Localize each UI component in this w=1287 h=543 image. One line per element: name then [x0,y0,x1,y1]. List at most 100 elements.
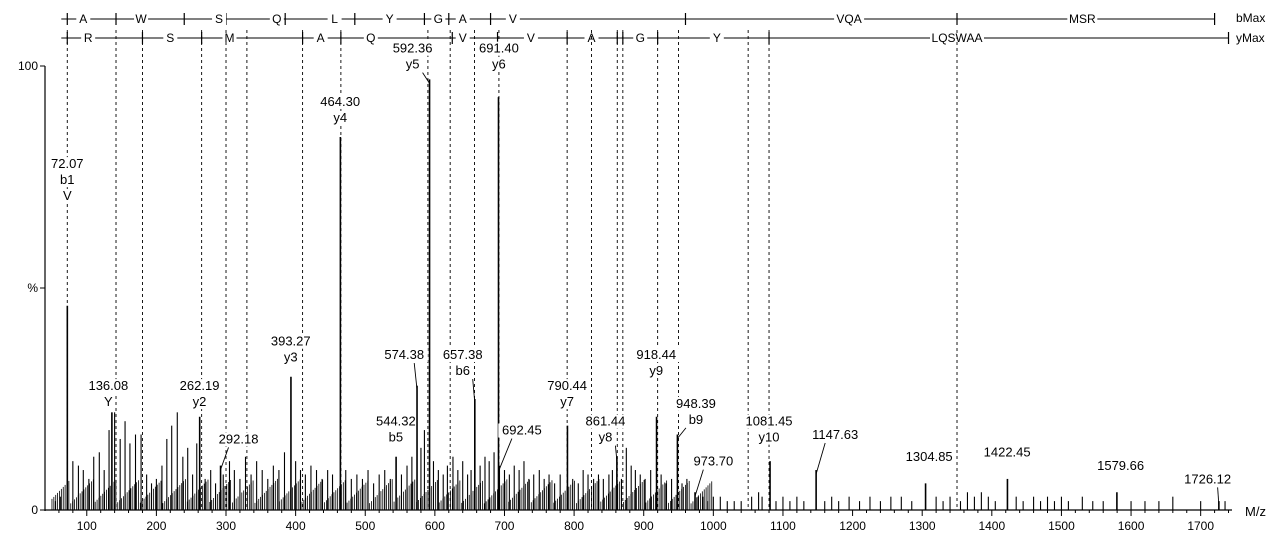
peak-label-bg [453,364,472,379]
peak-label-bg [489,57,509,72]
peak-leader [413,362,418,390]
peak-leader [422,72,430,84]
ladder-label-bg [455,12,470,25]
peak-label-bg [102,395,114,410]
ladder-label-bg [134,12,149,25]
ladder-label-bg [505,12,520,25]
ladder-residue: VQA [836,12,861,26]
ladder-residue: M [224,31,234,45]
ladder-label-bg [1067,12,1098,25]
peak-leader [498,438,513,470]
peak-label: 574.38 [384,347,424,362]
ladder-residue: A [459,12,467,26]
ladder-label-bg [212,12,227,25]
x-tick-label: 200 [146,519,166,533]
x-tick-label: 1300 [909,519,936,533]
peak-leader [1217,487,1220,506]
peak-label-bg [84,379,132,394]
peak-label-bg [543,379,591,394]
b-ladder-label: bMax [1236,11,1265,25]
peak-label-bg [175,379,224,394]
ladder-label-bg [76,12,91,25]
x-tick-label: 1100 [770,519,796,533]
peak-label-bg [596,430,615,445]
axes: 100 200 300 400 500 600 700 800 900 1000 1100 1200 1… [18,59,1232,533]
peak-label: 592.36 [393,41,433,56]
ladder-label-bg [313,31,328,44]
peak-label-bg [689,454,737,469]
x-tick-label: 1700 [1187,519,1214,533]
peak-label: Y [104,394,113,409]
peak-label: 464.30 [320,94,360,109]
ladder-residue: G [636,31,645,45]
peak-label: 1081.45 [746,414,793,429]
x-tick-label: 1200 [839,519,866,533]
ladder-residue: R [84,31,93,45]
peak-label-bg [439,348,487,363]
x-tick-label: 500 [355,519,375,533]
peak-label: y2 [193,394,207,409]
peak-label: y5 [406,57,420,72]
ladder-label-bg [633,31,648,44]
ladder-residue: S [166,31,174,45]
peak-label-bg [330,110,350,125]
peak-label: 790.44 [547,378,587,393]
peak-label-bg [190,395,209,410]
ladder-label-bg [81,31,96,44]
ladder-label-bg [523,31,538,44]
peak-label: V [63,188,72,203]
peak-label-bg [380,348,428,363]
peak-label-bg [756,430,782,445]
x-tick-label: 1500 [1048,519,1075,533]
peak-label-bg [498,423,546,438]
ladder-residue: V [509,12,517,26]
x-tick-label: 300 [216,519,236,533]
peak-label: 1422.45 [984,445,1031,460]
peak-label: b6 [455,363,469,378]
ladder-label-bg [222,31,237,44]
peak-label: 1579.66 [1097,458,1144,473]
peak-label: 292.18 [219,431,259,446]
peak-leader [815,442,826,475]
ladder-residue: Q [272,12,281,26]
peak-label: 262.19 [180,378,220,393]
peak-label-bg [557,395,577,410]
ladder-residue: Y [713,31,721,45]
peak-leader [694,469,704,497]
peak-label: 1147.63 [812,427,858,442]
peak-label-bg [281,350,300,365]
peak-label-bg [61,189,73,204]
ladder-residue: Y [386,12,394,26]
minor-peaks [51,412,1226,510]
ladder-label-bg [327,12,342,25]
x-tick-label: 800 [564,519,584,533]
ladder-residue: G [434,12,443,26]
x-tick-label: 1600 [1118,519,1145,533]
y-tick-label: % [27,281,38,295]
x-tick-label: 700 [494,519,514,533]
ladder-residue: W [135,12,147,26]
ladder-residue: A [317,31,325,45]
ladder-label-bg [455,31,470,44]
ladder-label-bg [709,31,724,44]
x-tick-label: 600 [425,519,445,533]
ladder-residue: L [331,12,338,26]
x-tick-label: 100 [77,519,97,533]
peak-label-bg [1093,459,1148,474]
peak-label: 1726.12 [1184,471,1231,486]
ladder-label-bg [363,31,378,44]
peak-label: 948.39 [676,396,716,411]
peak-label-bg [386,430,406,445]
peak-label: 657.38 [443,347,483,362]
peak-label-bg [686,412,706,427]
peak-label-bg [741,414,797,429]
peak-label: b9 [689,412,703,427]
y-ladder-label: yMax [1236,31,1265,45]
peak-leader [614,445,618,461]
ladder-label-bg [163,31,178,44]
peak-label: b1 [60,172,74,187]
peak-label-bg [807,427,863,442]
peak-label: 692.45 [502,423,542,438]
